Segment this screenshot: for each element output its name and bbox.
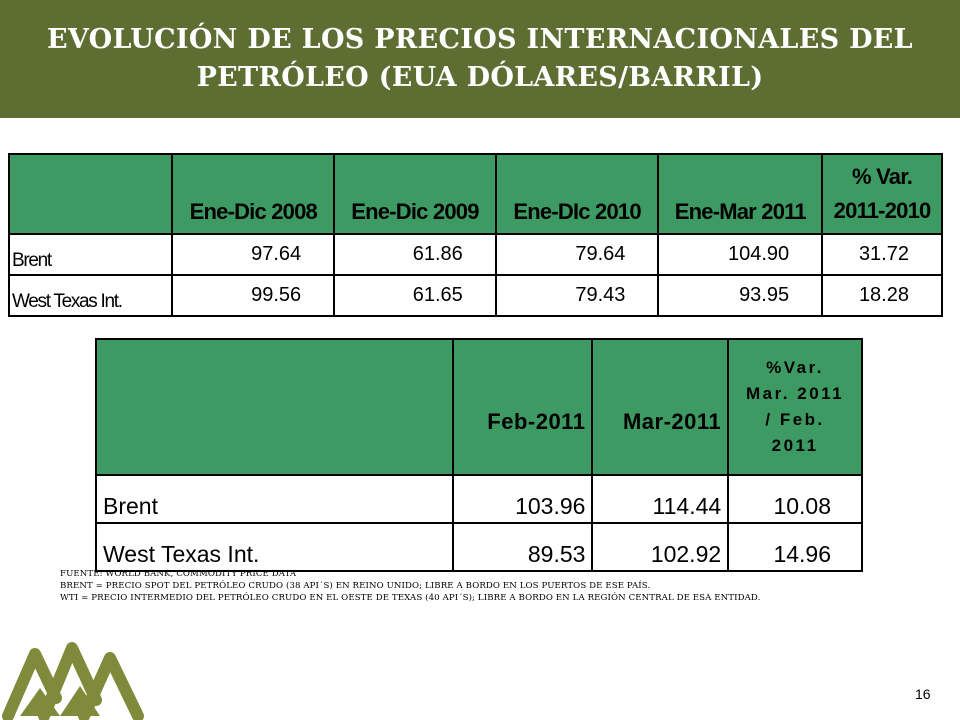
title-line-1: EVOLUCIÓN DE LOS PRECIOS INTERNACIONALES… [47, 24, 913, 55]
var-header-line: Mar. 2011 [746, 384, 845, 403]
title-line-2: PETRÓLEO (EUA DÓLARES/BARRIL) [196, 62, 764, 93]
table-header-row: Ene-Dic 2008 Ene-Dic 2009 Ene-DIc 2010 E… [7, 153, 943, 235]
table-cell: 79.43 [494, 274, 660, 317]
table-header-row: Feb-2011 Mar-2011 %Var. Mar. 2011 / Feb.… [95, 338, 863, 476]
column-header: Ene-DIc 2010 [494, 153, 660, 235]
var-header-line: %Var. [766, 358, 825, 377]
table-cell: 31.72 [821, 233, 943, 276]
row-label: West Texas Int. [7, 274, 174, 317]
var-header-line: 2011-2010 [833, 198, 932, 223]
column-header: Ene-Dic 2008 [171, 153, 336, 235]
annual-prices-table: Ene-Dic 2008 Ene-Dic 2009 Ene-DIc 2010 E… [7, 153, 943, 317]
header-empty-cell [7, 153, 174, 235]
monthly-prices-table: Feb-2011 Mar-2011 %Var. Mar. 2011 / Feb.… [95, 338, 863, 572]
page-number: 16 [915, 686, 931, 702]
source-note: FUENTE: WORLD BANK, COMMODITY PRICE DATA [60, 569, 297, 579]
row-label: Brent [7, 233, 174, 276]
row-label: West Texas Int. [95, 522, 454, 572]
table-cell: 103.96 [451, 474, 594, 524]
table-cell: 114.44 [591, 474, 730, 524]
var-header-line: 2011 [771, 436, 819, 455]
table-cell: 14.96 [727, 522, 863, 572]
mountains-logo-icon [2, 642, 144, 720]
table-cell: 102.92 [591, 522, 730, 572]
source-notes: FUENTE: WORLD BANK, COMMODITY PRICE DATA… [60, 568, 940, 604]
table-cell: 97.64 [171, 233, 336, 276]
table-row: West Texas Int. 99.56 61.65 79.43 93.95 … [7, 274, 943, 317]
wti-note: WTI = PRECIO INTERMEDIO DEL PETRÓLEO CRU… [60, 593, 761, 603]
column-header-variation: %Var. Mar. 2011 / Feb. 2011 [727, 338, 863, 476]
table-cell: 61.86 [333, 233, 497, 276]
table-cell: 104.90 [657, 233, 824, 276]
table-cell: 93.95 [657, 274, 824, 317]
slide-title: EVOLUCIÓN DE LOS PRECIOS INTERNACIONALES… [47, 21, 913, 97]
column-header: Ene-Mar 2011 [657, 153, 824, 235]
column-header: Feb-2011 [451, 338, 594, 476]
slide-header: EVOLUCIÓN DE LOS PRECIOS INTERNACIONALES… [0, 0, 960, 118]
column-header: Mar-2011 [591, 338, 730, 476]
table-cell: 99.56 [171, 274, 336, 317]
table-row: Brent 97.64 61.86 79.64 104.90 31.72 [7, 233, 943, 276]
table-cell: 61.65 [333, 274, 497, 317]
row-label: Brent [95, 474, 454, 524]
table-cell: 79.64 [494, 233, 660, 276]
header-empty-cell [95, 338, 454, 476]
column-header: Ene-Dic 2009 [333, 153, 497, 235]
table-cell: 10.08 [727, 474, 863, 524]
table-row: Brent 103.96 114.44 10.08 [95, 474, 863, 524]
table-row: West Texas Int. 89.53 102.92 14.96 [95, 522, 863, 572]
var-header-line: / Feb. [765, 410, 825, 429]
brent-note: BRENT = PRECIO SPOT DEL PETRÓLEO CRUDO (… [60, 581, 651, 591]
table-cell: 18.28 [821, 274, 943, 317]
var-header-line: % Var. [852, 164, 913, 189]
table-cell: 89.53 [451, 522, 594, 572]
column-header-variation: % Var. 2011-2010 [821, 153, 943, 235]
